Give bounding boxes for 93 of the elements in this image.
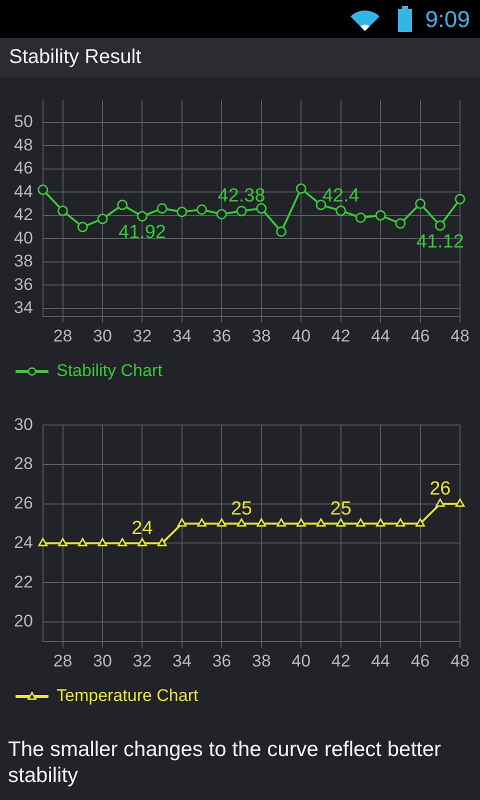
x-tick-label: 28 <box>53 326 72 346</box>
point <box>38 184 48 196</box>
y-tick-label: 48 <box>14 135 33 154</box>
point <box>136 211 148 222</box>
y-tick-label: 22 <box>14 572 33 592</box>
y-tick-label: 38 <box>14 252 33 271</box>
point <box>176 206 188 218</box>
point <box>97 214 108 224</box>
legend-label: Stability Chart <box>56 361 163 380</box>
x-tick-label: 32 <box>132 326 152 346</box>
x-tick-label: 34 <box>172 651 192 670</box>
x-tick-label: 36 <box>212 651 232 670</box>
x-tick-label: 30 <box>93 326 112 346</box>
point <box>395 218 406 229</box>
point <box>58 538 68 546</box>
x-tick-label: 34 <box>172 326 192 346</box>
x-tick-label: 48 <box>450 651 470 670</box>
y-tick-label: 24 <box>14 532 33 552</box>
point <box>296 183 306 194</box>
data-label: 42.4 <box>322 185 360 206</box>
y-tick-label: 46 <box>14 158 33 178</box>
point <box>217 518 226 527</box>
legend-label: Temperature Chart <box>56 686 199 706</box>
x-tick-label: 44 <box>371 651 390 670</box>
point <box>216 208 227 220</box>
data-label: 41.92 <box>118 222 166 244</box>
point <box>396 518 406 527</box>
point <box>434 220 446 231</box>
x-tick-label: 40 <box>292 651 311 670</box>
point <box>454 194 466 204</box>
point <box>138 538 147 546</box>
point <box>236 206 247 216</box>
point <box>356 518 366 527</box>
data-label: 42.38 <box>218 186 266 207</box>
x-tick-label: 42 <box>331 326 350 346</box>
point <box>376 518 386 527</box>
point <box>236 518 246 527</box>
x-tick-label: 36 <box>212 326 232 346</box>
point <box>276 226 286 237</box>
y-tick-label: 30 <box>14 414 33 434</box>
y-tick-label: 20 <box>14 612 33 631</box>
point <box>435 498 445 507</box>
point <box>336 518 346 527</box>
x-tick-label: 30 <box>93 651 112 670</box>
point <box>117 200 128 210</box>
point <box>416 518 425 527</box>
y-tick-label: 50 <box>14 112 33 131</box>
y-tick-label: 26 <box>14 494 33 513</box>
point <box>316 518 326 527</box>
y-tick-label: 28 <box>14 454 33 474</box>
y-tick-label: 34 <box>14 298 33 318</box>
point <box>58 205 68 216</box>
point <box>78 538 88 546</box>
point <box>276 518 286 527</box>
point <box>256 203 267 214</box>
point <box>355 212 366 223</box>
x-tick-label: 48 <box>450 326 470 346</box>
data-label: 24 <box>132 518 154 539</box>
point <box>375 210 386 221</box>
point <box>196 204 208 215</box>
point <box>157 538 167 546</box>
x-tick-label: 38 <box>252 651 271 670</box>
point <box>336 205 346 216</box>
text: The smaller changes to the curve reflect better stability <box>7 737 442 789</box>
x-tick-label: 32 <box>132 651 152 670</box>
x-tick-label: 46 <box>410 651 430 670</box>
x-tick-label: 46 <box>410 326 430 346</box>
data-label: 41.12 <box>416 231 464 252</box>
y-tick-label: 36 <box>14 274 33 294</box>
point <box>177 518 187 527</box>
x-tick-label: 42 <box>331 651 350 670</box>
chart-title: Stability Result <box>0 38 480 77</box>
x-tick-label: 38 <box>252 326 271 346</box>
point <box>77 222 88 232</box>
data-label: 25 <box>230 498 252 520</box>
point <box>197 518 206 527</box>
x-tick-label: 44 <box>371 326 390 346</box>
data-label: 26 <box>430 478 451 500</box>
point <box>455 498 465 507</box>
point <box>316 200 326 210</box>
point <box>296 518 306 527</box>
point <box>415 198 426 209</box>
y-tick-label: 42 <box>14 205 33 224</box>
point <box>156 203 168 214</box>
text: 9:09 <box>425 6 470 32</box>
data-label: 25 <box>330 498 352 520</box>
point <box>98 538 108 546</box>
x-tick-label: 28 <box>53 651 72 670</box>
y-tick-label: 44 <box>14 182 33 201</box>
y-tick-label: 40 <box>14 228 33 248</box>
x-tick-label: 40 <box>292 326 311 346</box>
point <box>256 518 266 527</box>
point <box>118 538 127 546</box>
